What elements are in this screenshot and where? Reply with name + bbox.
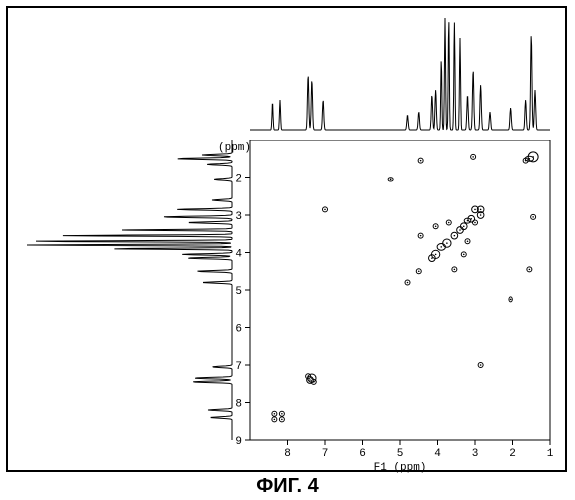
x-tick-label: 2	[509, 448, 516, 460]
y-tick-label: 3	[235, 211, 242, 223]
left-spectrum-line	[27, 140, 232, 440]
y-tick-label: 7	[235, 361, 242, 373]
x-tick-label: 7	[322, 448, 329, 460]
y-tick-label: 4	[235, 249, 242, 261]
x-tick-label: 6	[359, 448, 366, 460]
f1-axis-label: F1 (ppm)	[374, 462, 427, 474]
y-tick-label: 2	[235, 174, 242, 186]
x-tick-label: 5	[397, 448, 404, 460]
cosy-2d-plot: 1234567823456789F1 (ppm)F2(ppm)	[216, 140, 556, 476]
top-spectrum-line	[250, 18, 550, 130]
top-1d-trace	[250, 14, 550, 132]
f2-axis-unit: (ppm)	[218, 142, 251, 154]
left-1d-trace	[14, 140, 234, 440]
y-tick-label: 9	[235, 436, 242, 448]
figure-caption: ФИГ. 4	[0, 475, 575, 498]
x-tick-label: 1	[547, 448, 554, 460]
x-tick-label: 3	[472, 448, 479, 460]
y-tick-label: 5	[235, 286, 242, 298]
x-tick-label: 8	[284, 448, 291, 460]
y-tick-label: 8	[235, 399, 242, 411]
x-tick-label: 4	[434, 448, 441, 460]
y-tick-label: 6	[235, 324, 242, 336]
